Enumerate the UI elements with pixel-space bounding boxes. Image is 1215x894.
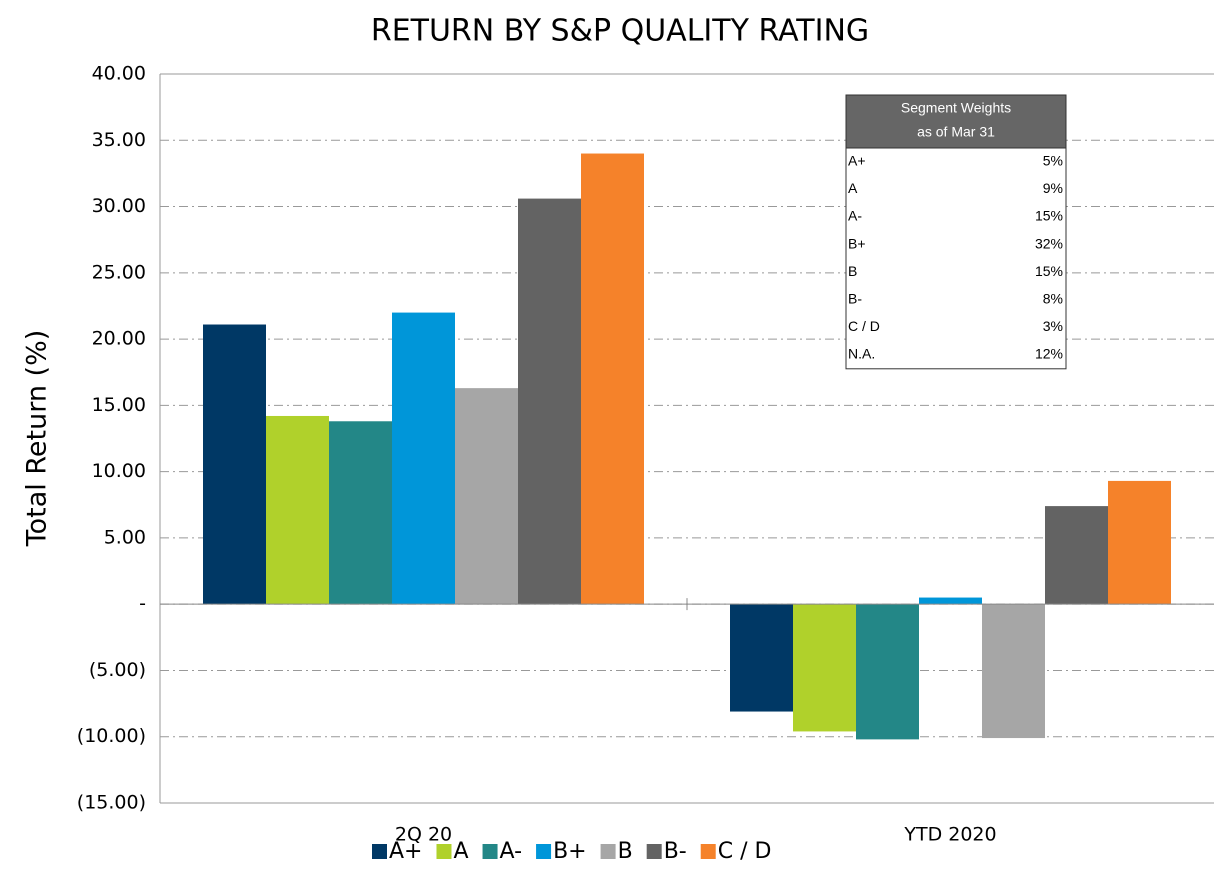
legend-label: B- [664,839,687,864]
y-tick-label: 5.00 [104,526,146,548]
y-tick-label: (15.00) [77,792,146,814]
legend-swatch [482,844,498,859]
table-cell: A [848,180,858,196]
table-cell: N.A. [848,346,875,362]
bar [455,388,518,605]
bar [203,324,266,605]
table-cell: B- [848,291,862,307]
y-tick-label: (5.00) [89,659,146,681]
table-cell: 5% [1043,153,1063,169]
y-tick-label: 35.00 [92,129,146,151]
bar [1045,506,1108,605]
table-cell: 9% [1043,180,1063,196]
legend-swatch [700,844,716,859]
legend-label: B [618,839,633,864]
table-cell: A+ [848,153,866,169]
bar [730,604,793,712]
bar [518,198,581,605]
y-tick-label: 30.00 [92,195,146,217]
y-tick-label: - [139,593,146,615]
legend-swatch [536,844,552,859]
bar [392,312,455,605]
legend-label: A- [500,839,523,864]
bar [1108,480,1171,605]
table-title: as of Mar 31 [917,124,995,140]
table-cell: 12% [1035,346,1063,362]
legend-label: C / D [718,839,772,864]
legend-swatch [436,844,452,859]
x-tick-label: 2Q 20 [395,824,452,846]
bar [329,421,392,605]
x-tick-label: YTD 2020 [903,824,996,846]
table-cell: B [848,263,857,279]
legend-swatch [372,844,387,859]
table-cell: B+ [848,235,866,251]
table-cell: 15% [1035,263,1063,279]
bar [856,604,919,740]
y-tick-label: 20.00 [92,328,146,350]
legend-label: A [453,839,468,864]
y-tick-label: 15.00 [92,394,146,416]
bar [266,415,329,605]
y-tick-label: 25.00 [92,261,146,283]
bar [581,153,644,605]
table-title: Segment Weights [901,100,1011,116]
y-tick-label: 40.00 [92,63,146,85]
table-cell: 3% [1043,318,1063,334]
table-cell: C / D [848,318,880,334]
table-cell: A- [848,208,862,224]
legend-label: B+ [553,839,587,864]
legend-label: A+ [389,839,422,864]
legend-swatch [600,844,616,859]
y-tick-label: (10.00) [77,725,146,747]
table-cell: 32% [1035,235,1063,251]
bar [919,597,982,605]
table-body [845,147,1067,370]
y-axis-label: Total Return (%) [22,330,53,548]
y-tick-label: 10.00 [92,460,146,482]
bar [982,604,1045,739]
bar [793,604,856,732]
table-cell: 8% [1043,291,1063,307]
chart-title: RETURN BY S&P QUALITY RATING [371,14,869,49]
table-cell: 15% [1035,208,1063,224]
legend-swatch [646,844,662,859]
